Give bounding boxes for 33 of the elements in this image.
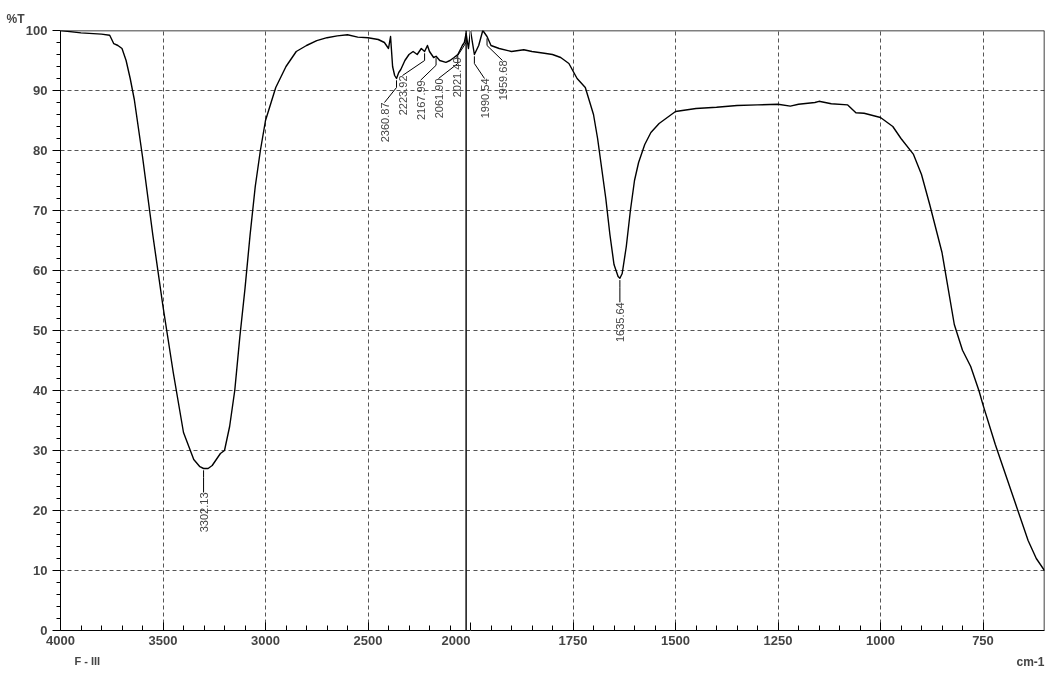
x-tick-label: 2500	[353, 632, 383, 648]
y-tick-label: 60	[33, 263, 48, 278]
x-tick-label: 1000	[866, 632, 895, 648]
text: F - III	[74, 654, 101, 667]
annotation: 2061.90	[432, 78, 445, 119]
y-tick-label: 90	[33, 83, 48, 98]
x-tick-label: 1750	[558, 632, 588, 648]
y-tick-label: 10	[33, 563, 48, 578]
annotation: 3302.13	[197, 492, 210, 533]
y-tick-label: 0	[40, 623, 48, 638]
y-tick-label: 40	[33, 383, 48, 398]
x-tick-label: 4000	[46, 632, 75, 648]
y-tick-label: 30	[33, 443, 48, 458]
x-tick-label: 1250	[763, 632, 793, 648]
y-axis-title: %T	[6, 11, 26, 26]
y-tick-label: 20	[33, 503, 48, 518]
x-axis-title: cm-1	[1016, 654, 1045, 669]
annotation: 2223.92	[396, 75, 409, 116]
annotation: 2360.87	[378, 102, 391, 143]
annotation: 1635.64	[613, 302, 626, 343]
y-tick-label: 80	[33, 143, 48, 158]
y-tick-label: 100	[25, 23, 48, 38]
x-tick-label: 1500	[661, 632, 690, 648]
x-tick-label: 3000	[251, 632, 280, 648]
x-tick-label: 750	[972, 632, 994, 648]
x-tick-label: 2000	[441, 632, 471, 648]
x-tick-label: 3500	[148, 632, 178, 648]
annotation: 1990.54	[478, 78, 491, 119]
y-tick-label: 70	[33, 203, 48, 218]
annotation: 2167.99	[414, 80, 427, 121]
annotation: 2021.40	[450, 57, 463, 98]
annotation: 1959.68	[496, 60, 509, 101]
y-tick-label: 50	[33, 323, 48, 338]
